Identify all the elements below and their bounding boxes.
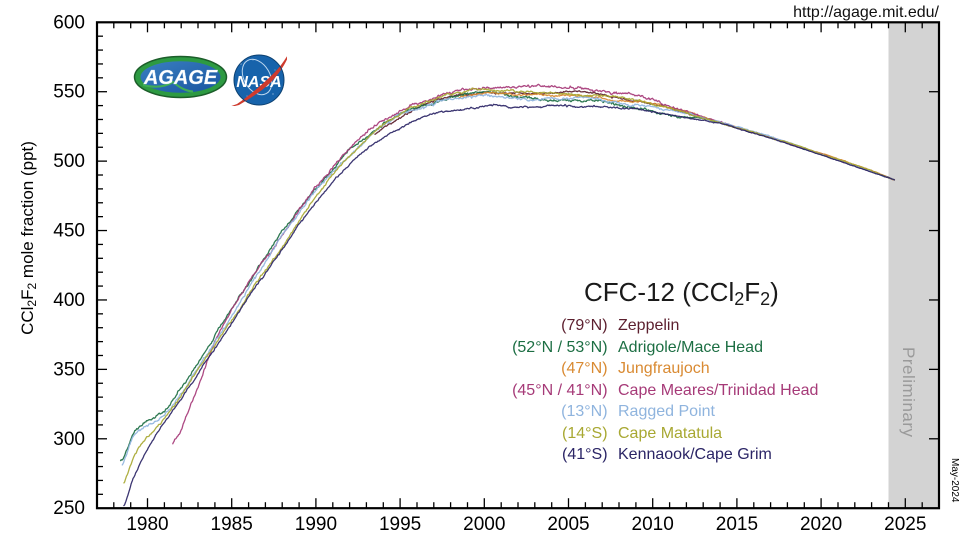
svg-text:250: 250 <box>53 498 85 519</box>
svg-text:2010: 2010 <box>632 514 674 535</box>
svg-text:1990: 1990 <box>295 514 337 535</box>
svg-text:1995: 1995 <box>379 514 421 535</box>
svg-text:2015: 2015 <box>716 514 758 535</box>
svg-text:2025: 2025 <box>884 514 926 535</box>
svg-text:1980: 1980 <box>126 514 168 535</box>
svg-text:2020: 2020 <box>800 514 842 535</box>
svg-text:550: 550 <box>53 82 85 103</box>
svg-text:450: 450 <box>53 221 85 242</box>
svg-text:600: 600 <box>53 12 85 33</box>
svg-text:2005: 2005 <box>547 514 589 535</box>
svg-text:500: 500 <box>53 151 85 172</box>
svg-text:AGAGE: AGAGE <box>143 67 218 89</box>
svg-text:2000: 2000 <box>463 514 505 535</box>
svg-text:1985: 1985 <box>211 514 253 535</box>
svg-text:400: 400 <box>53 290 85 311</box>
